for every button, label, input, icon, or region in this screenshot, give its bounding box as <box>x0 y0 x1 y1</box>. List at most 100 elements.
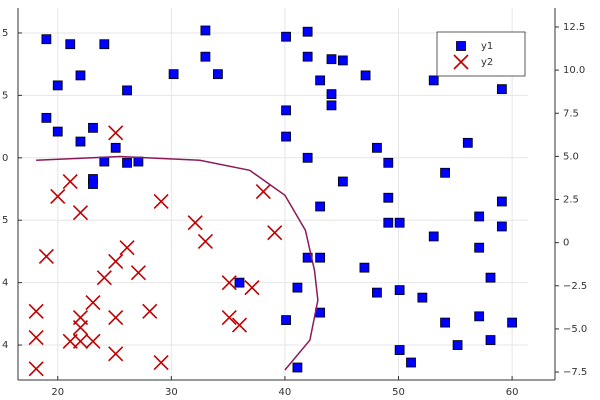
point <box>267 225 283 241</box>
point <box>130 265 146 281</box>
legend-marker <box>453 54 469 70</box>
point <box>122 157 132 168</box>
point <box>133 156 144 167</box>
point <box>72 205 89 221</box>
point <box>474 242 485 253</box>
point <box>72 320 89 336</box>
point <box>255 183 271 200</box>
y2-tick-label: 0 <box>563 238 569 249</box>
y2-tick-label: −7.5 <box>563 367 587 378</box>
point <box>108 125 124 141</box>
y-tick-label: 5 <box>2 28 8 39</box>
point <box>88 122 98 133</box>
point <box>315 75 326 86</box>
y-tick-label: 0 <box>2 153 8 164</box>
point <box>142 303 158 319</box>
y-tick-label: 5 <box>2 215 8 226</box>
point <box>213 69 223 80</box>
y2-tick-label: 10.0 <box>563 65 585 76</box>
point <box>187 215 203 231</box>
point <box>383 157 394 168</box>
point <box>88 179 98 189</box>
y2-tick-label: −2.5 <box>563 281 587 292</box>
y2-tick-label: 12.5 <box>563 22 585 33</box>
point <box>168 69 179 80</box>
point <box>281 31 291 42</box>
point <box>326 100 337 111</box>
y-tick-label: 4 <box>2 340 8 351</box>
point <box>496 221 507 232</box>
point <box>221 275 237 291</box>
point <box>394 285 405 296</box>
point <box>302 51 313 62</box>
point <box>383 217 394 228</box>
point <box>292 362 303 373</box>
point <box>507 317 517 328</box>
point <box>85 333 101 349</box>
curve <box>36 155 319 371</box>
point <box>122 85 132 96</box>
point <box>496 196 507 207</box>
point <box>281 315 291 325</box>
point <box>428 231 439 242</box>
point <box>315 252 326 263</box>
legend-box <box>436 31 526 77</box>
point <box>372 142 382 153</box>
point <box>28 361 44 377</box>
point <box>50 188 66 205</box>
legend-label: y1 <box>481 41 493 52</box>
y-tick-label: 4 <box>2 278 8 289</box>
point <box>96 270 112 286</box>
point <box>394 217 405 228</box>
point <box>99 39 110 50</box>
point <box>485 335 496 345</box>
point <box>119 240 135 256</box>
point <box>41 112 52 123</box>
y-tick-label: 5 <box>2 90 8 101</box>
point <box>52 126 63 137</box>
point <box>110 142 121 153</box>
x-tick-label: 30 <box>165 387 178 398</box>
point <box>28 329 44 346</box>
point <box>326 89 337 100</box>
point <box>85 295 101 311</box>
point <box>337 55 348 66</box>
point <box>153 193 169 210</box>
point <box>326 54 337 65</box>
point <box>231 317 248 333</box>
point <box>292 282 303 293</box>
point <box>108 346 124 362</box>
point <box>108 253 124 269</box>
point <box>197 233 213 250</box>
point <box>496 84 507 95</box>
point <box>474 211 485 222</box>
point <box>485 272 496 283</box>
x-tick-label: 50 <box>392 387 405 398</box>
y2-tick-label: 2.5 <box>563 195 579 206</box>
y2-tick-label: 7.5 <box>563 108 579 119</box>
point <box>75 70 86 81</box>
point <box>360 70 371 81</box>
x-tick-label: 60 <box>506 387 519 398</box>
point <box>383 192 394 203</box>
point <box>244 280 260 296</box>
point <box>440 317 450 328</box>
point <box>72 333 89 349</box>
point <box>452 340 463 350</box>
point <box>417 292 428 303</box>
legend-marker <box>456 41 466 51</box>
x-tick-label: 20 <box>51 387 64 398</box>
point <box>99 156 110 167</box>
point <box>462 137 473 148</box>
point <box>281 105 291 116</box>
point <box>75 136 86 147</box>
point <box>372 287 382 298</box>
point <box>28 303 44 319</box>
point <box>281 131 291 142</box>
point <box>440 167 450 178</box>
point <box>62 173 78 190</box>
point <box>302 152 313 163</box>
point <box>200 25 211 36</box>
point <box>394 345 405 355</box>
